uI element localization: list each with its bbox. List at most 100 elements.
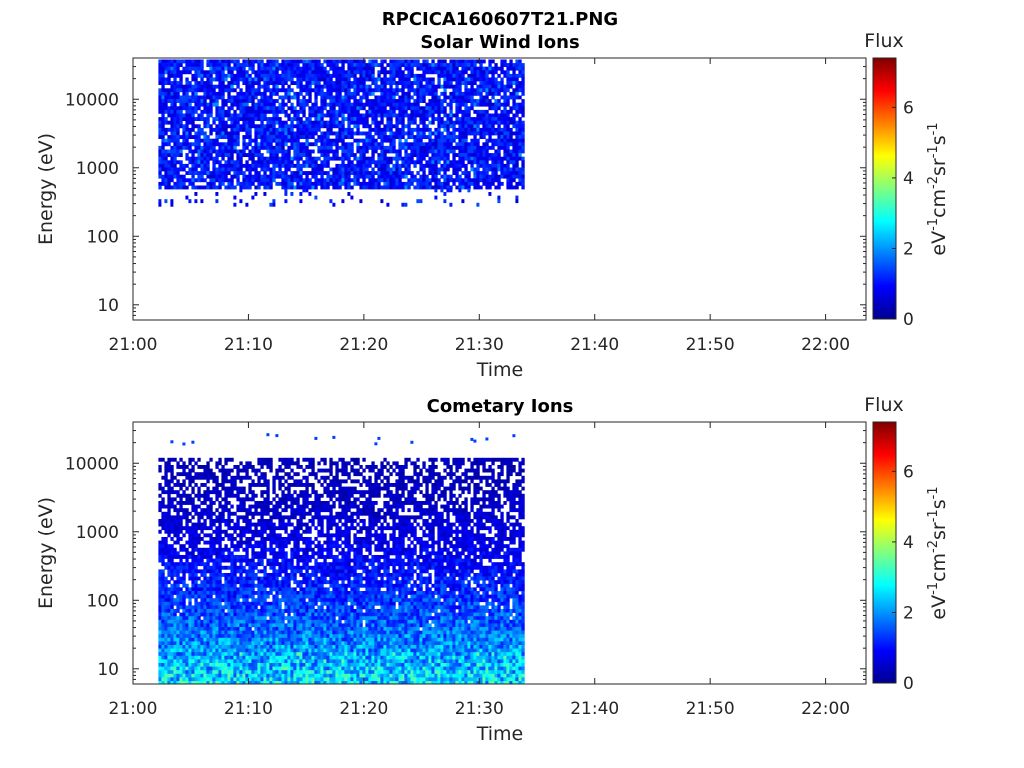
- spectrogram-cell: [287, 160, 291, 165]
- spectrogram-cell: [404, 156, 408, 161]
- solar-wind-ylabel: Energy (eV): [35, 133, 57, 245]
- spectrogram-cell: [203, 522, 207, 527]
- spectrogram-cell: [224, 174, 228, 179]
- spectrogram-cell: [272, 99, 276, 103]
- spectrogram-cell: [311, 171, 315, 175]
- spectrogram-cell: [215, 609, 219, 613]
- spectrogram-cell: [275, 174, 279, 179]
- spectrogram-cell: [428, 135, 432, 139]
- spectrogram-cell: [188, 637, 192, 642]
- spectrogram-cell: [353, 73, 357, 78]
- spectrogram-cell: [383, 124, 387, 129]
- spectrogram-cell: [479, 185, 483, 190]
- spectrogram-cell: [173, 634, 177, 639]
- spectrogram-cell: [158, 124, 162, 129]
- spectrogram-cell: [455, 185, 459, 190]
- spectrogram-cell: [356, 167, 360, 172]
- spectrogram-cell: [212, 540, 216, 545]
- spectrogram-cell: [293, 142, 297, 147]
- spectrogram-cell: [296, 153, 300, 157]
- spectrogram-cell: [215, 540, 219, 545]
- spectrogram-cell: [215, 645, 219, 649]
- spectrogram-cell: [161, 526, 165, 531]
- spectrogram-cell: [245, 160, 249, 165]
- spectrogram-cell: [254, 88, 258, 93]
- spectrogram-cell: [512, 77, 516, 82]
- spectrogram-cell: [242, 95, 246, 100]
- spectrogram-cell: [173, 569, 177, 574]
- spectrogram-cell: [515, 120, 519, 125]
- spectrogram-cell: [176, 490, 180, 495]
- spectrogram-cell: [386, 88, 390, 93]
- spectrogram-cell: [476, 84, 480, 89]
- spectrogram-cell: [389, 77, 393, 82]
- spectrogram-cell: [380, 199, 384, 204]
- spectrogram-cell: [164, 583, 168, 588]
- spectrogram-cell: [161, 648, 165, 653]
- spectrogram-cell: [224, 66, 228, 71]
- spectrogram-cell: [296, 135, 300, 139]
- spectrogram-cell: [494, 113, 498, 118]
- spectrogram-cell: [464, 81, 468, 85]
- spectrogram-cell: [269, 63, 273, 67]
- spectrogram-cell: [197, 73, 201, 78]
- spectrogram-cell: [413, 88, 417, 93]
- spectrogram-cell: [269, 102, 273, 107]
- spectrogram-cell: [188, 529, 192, 534]
- spectrogram-cell: [221, 174, 225, 179]
- spectrogram-cell: [215, 192, 219, 196]
- spectrogram-cell: [194, 156, 198, 161]
- spectrogram-cell: [416, 106, 420, 111]
- spectrogram-cell: [179, 627, 183, 631]
- spectrogram-cell: [212, 149, 216, 154]
- spectrogram-cell: [191, 526, 195, 531]
- spectrogram-cell: [296, 181, 300, 186]
- spectrogram-cell: [176, 580, 180, 585]
- spectrogram-cell: [188, 113, 192, 118]
- spectrogram-cell: [467, 185, 471, 190]
- spectrogram-cell: [443, 192, 447, 196]
- spectrogram-cell: [431, 167, 435, 172]
- spectrogram-cell: [395, 153, 399, 157]
- spectrogram-cell: [392, 181, 396, 186]
- spectrogram-cell: [296, 117, 300, 121]
- spectrogram-cell: [380, 156, 384, 161]
- spectrogram-cell: [446, 174, 450, 179]
- spectrogram-cell: [275, 113, 279, 118]
- spectrogram-cell: [179, 483, 183, 487]
- spectrogram-cell: [470, 153, 474, 157]
- spectrogram-cell: [389, 181, 393, 186]
- spectrogram-cell: [269, 66, 273, 71]
- spectrogram-cell: [206, 583, 210, 588]
- spectrogram-cell: [506, 160, 510, 165]
- spectrogram-cell: [260, 77, 264, 82]
- spectrogram-cell: [473, 156, 477, 161]
- spectrogram-cell: [518, 59, 522, 64]
- spectrogram-cell: [482, 81, 486, 85]
- spectrogram-cell: [158, 666, 162, 671]
- spectrogram-cell: [158, 131, 162, 136]
- spectrogram-cell: [176, 135, 180, 139]
- spectrogram-cell: [218, 504, 222, 509]
- spectrogram-cell: [182, 652, 186, 657]
- spectrogram-cell: [326, 163, 330, 168]
- spectrogram-cell: [167, 551, 171, 556]
- spectrogram-cell: [296, 81, 300, 85]
- spectrogram-cell: [170, 562, 174, 567]
- spectrogram-cell: [200, 131, 204, 136]
- spectrogram-cell: [473, 70, 477, 75]
- spectrogram-cell: [236, 59, 240, 64]
- spectrogram-cell: [488, 70, 492, 75]
- spectrogram-cell: [341, 106, 345, 111]
- spectrogram-cell: [419, 167, 423, 172]
- spectrogram-cell: [482, 145, 486, 150]
- spectrogram-cell: [218, 519, 222, 523]
- spectrogram-cell: [473, 131, 477, 136]
- spectrogram-cell: [197, 605, 201, 610]
- spectrogram-cell: [221, 591, 225, 595]
- spectrogram-cell: [359, 73, 363, 78]
- spectrogram-cell: [158, 655, 162, 660]
- spectrogram-cell: [206, 185, 210, 190]
- spectrogram-cell: [479, 163, 483, 168]
- spectrogram-cell: [386, 156, 390, 161]
